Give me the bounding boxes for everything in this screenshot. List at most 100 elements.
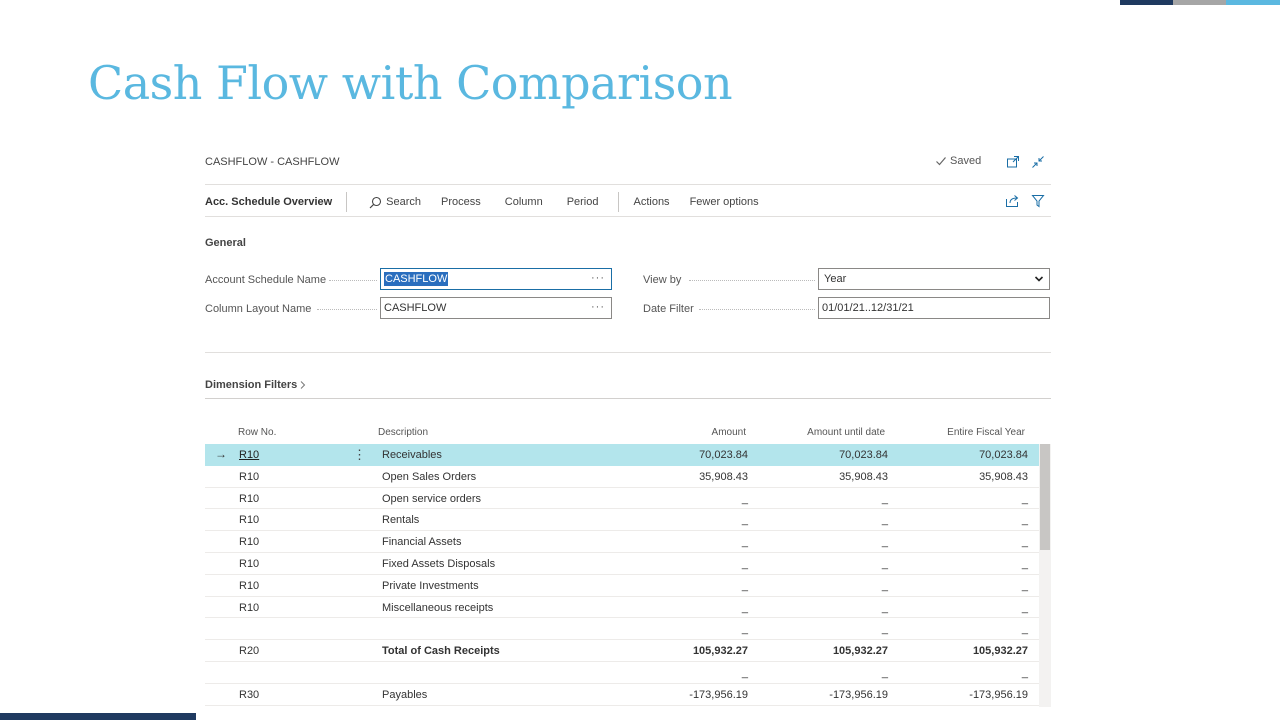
- process-menu[interactable]: Process: [441, 196, 481, 208]
- leader-dots: [699, 309, 815, 310]
- amount-until-date-cell: -173,956.19: [829, 688, 888, 701]
- row-number-cell: R10: [239, 579, 260, 592]
- amount-until-date-cell: _: [881, 557, 888, 570]
- description-cell: Financial Assets: [382, 536, 462, 549]
- action-bar: Acc. Schedule Overview Search Process Co…: [205, 191, 1051, 213]
- row-number-cell: R20: [239, 645, 260, 658]
- row-actions-icon[interactable]: ⋮: [353, 447, 366, 462]
- column-header-row-no[interactable]: Row No.: [238, 427, 277, 438]
- search-button[interactable]: Search: [369, 196, 421, 209]
- saved-status: Saved: [935, 155, 981, 167]
- date-filter-input[interactable]: 01/01/21..12/31/21: [818, 297, 1050, 319]
- entire-fiscal-year-cell: _: [1021, 601, 1028, 614]
- column-header-description[interactable]: Description: [378, 427, 429, 438]
- view-by-select[interactable]: Year: [818, 268, 1050, 290]
- table-row[interactable]: R10 Open Sales Orders 35,908.43 35,908.43 35…: [205, 466, 1039, 488]
- entire-fiscal-year-cell: _: [1021, 536, 1028, 549]
- description-cell: Rentals: [382, 514, 420, 527]
- share-icon: [1006, 195, 1019, 207]
- dimension-filters-title: Dimension Filters: [205, 379, 298, 391]
- column-layout-value: CASHFLOW: [384, 302, 447, 314]
- table-row[interactable]: → ⋮ R10 Receivables 70,023.84 70,023.84 70,023…: [205, 444, 1039, 466]
- column-layout-input[interactable]: CASHFLOW ···: [380, 297, 612, 319]
- column-header-entire-fiscal-year[interactable]: Entire Fiscal Year: [947, 427, 1025, 438]
- filter-button[interactable]: [1030, 193, 1046, 209]
- row-number-cell: R10: [239, 514, 260, 527]
- entire-fiscal-year-cell: _: [1021, 666, 1028, 679]
- amount-cell: _: [741, 514, 748, 527]
- table-row[interactable]: R10 Fixed Assets Disposals _ _ _: [205, 553, 1039, 575]
- entire-fiscal-year-cell: -173,956.19: [969, 688, 1028, 701]
- collapse-button[interactable]: [1030, 154, 1046, 170]
- amount-until-date-cell: _: [881, 601, 888, 614]
- table-row[interactable]: R20 Total of Cash Receipts 105,932.27 105,9…: [205, 640, 1039, 662]
- open-new-window-button[interactable]: [1005, 154, 1021, 170]
- general-divider: [205, 352, 1051, 353]
- amount-cell: -173,956.19: [689, 688, 748, 701]
- share-button[interactable]: [1004, 193, 1020, 209]
- amount-cell: _: [741, 492, 748, 505]
- amount-cell: _: [741, 536, 748, 549]
- table-row[interactable]: R30 Payables -173,956.19 -173,956.19 -173,95…: [205, 684, 1039, 706]
- amount-until-date-cell: 105,932.27: [832, 645, 888, 658]
- entire-fiscal-year-cell: _: [1021, 492, 1028, 505]
- general-section-title[interactable]: General: [205, 237, 246, 249]
- table-row[interactable]: R10 Miscellaneous receipts _ _ _: [205, 597, 1039, 619]
- row-number-cell: R10: [239, 492, 260, 505]
- amount-cell: _: [741, 557, 748, 570]
- column-layout-label: Column Layout Name: [205, 303, 312, 315]
- amount-cell: _: [741, 601, 748, 614]
- header-divider: [205, 184, 1051, 185]
- lookup-more-icon[interactable]: ···: [591, 272, 605, 284]
- amount-until-date-cell: _: [881, 579, 888, 592]
- amount-cell: _: [741, 579, 748, 592]
- page-title: Acc. Schedule Overview: [205, 196, 333, 208]
- entire-fiscal-year-cell: _: [1021, 514, 1028, 527]
- amount-cell: 35,908.43: [699, 470, 748, 483]
- account-schedule-value: CASHFLOW: [384, 272, 449, 286]
- entire-fiscal-year-cell: _: [1021, 579, 1028, 592]
- description-cell: Payables: [382, 688, 428, 701]
- search-label: Search: [386, 196, 422, 208]
- actions-menu[interactable]: Actions: [633, 196, 670, 208]
- search-icon: [369, 196, 382, 208]
- account-schedule-input[interactable]: CASHFLOW ···: [380, 268, 612, 290]
- fewer-options-button[interactable]: Fewer options: [689, 196, 759, 208]
- slide-title: Cash Flow with Comparison: [88, 56, 733, 110]
- row-number-cell[interactable]: R10: [239, 449, 260, 461]
- entire-fiscal-year-cell: 70,023.84: [979, 449, 1028, 461]
- scrollbar-thumb[interactable]: [1040, 444, 1050, 550]
- amount-cell: 70,023.84: [699, 449, 748, 461]
- column-header-amount-until-date[interactable]: Amount until date: [807, 427, 885, 438]
- check-icon: [936, 157, 946, 166]
- table-row[interactable]: _ _ _: [205, 662, 1039, 684]
- table-row[interactable]: R10 Private Investments _ _ _: [205, 575, 1039, 597]
- amount-until-date-cell: _: [881, 514, 888, 527]
- amount-cell: 105,932.27: [692, 645, 748, 658]
- amount-cell: _: [741, 623, 748, 636]
- table-row[interactable]: R10 Rentals _ _ _: [205, 509, 1039, 532]
- chevron-down-icon: [1034, 276, 1044, 282]
- leader-dots: [317, 309, 377, 310]
- column-header-amount[interactable]: Amount: [711, 427, 746, 438]
- table-row[interactable]: _ _ _: [205, 618, 1039, 641]
- column-menu[interactable]: Column: [504, 196, 543, 208]
- current-row-arrow-icon: →: [215, 447, 227, 461]
- entire-fiscal-year-cell: _: [1021, 623, 1028, 636]
- entire-fiscal-year-cell: _: [1021, 557, 1028, 570]
- chevron-right-icon: [300, 381, 306, 389]
- grid-header: Row No. Description Amount Amount until …: [205, 422, 1039, 444]
- leader-dots: [329, 280, 377, 281]
- lookup-more-icon[interactable]: ···: [591, 301, 605, 313]
- row-number-cell: R10: [239, 557, 260, 570]
- table-row[interactable]: R10 Financial Assets _ _ _: [205, 531, 1039, 553]
- dimension-filters-toggle[interactable]: Dimension Filters: [205, 379, 307, 391]
- period-menu[interactable]: Period: [566, 196, 599, 208]
- entire-fiscal-year-cell: 105,932.27: [972, 645, 1028, 658]
- action-separator-2: [618, 192, 620, 212]
- table-row[interactable]: R10 Open service orders _ _ _: [205, 488, 1039, 510]
- description-cell: Fixed Assets Disposals: [382, 557, 496, 570]
- description-cell: Open service orders: [382, 492, 482, 505]
- amount-cell: _: [741, 666, 748, 679]
- view-by-label: View by: [643, 274, 682, 286]
